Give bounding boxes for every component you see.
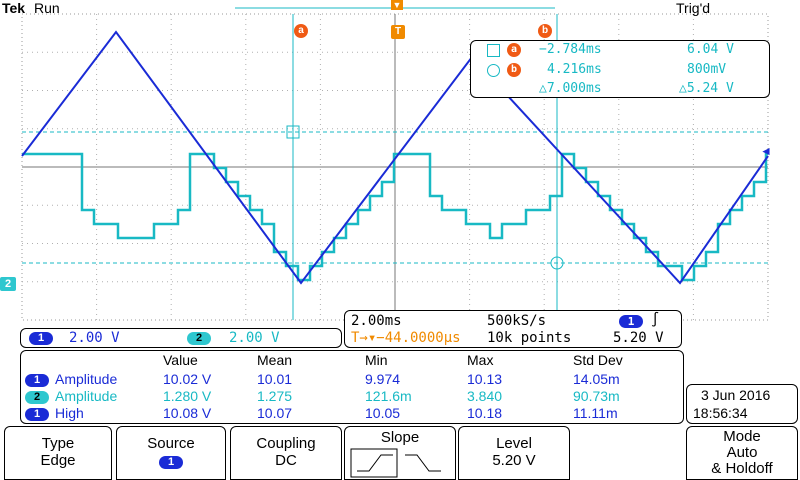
meas-row-min: 121.6m — [365, 388, 412, 404]
cursor-b-marker — [550, 256, 564, 270]
cursor-a-value: 6.04 V — [687, 42, 734, 57]
cursor-a-badge: a — [507, 43, 521, 57]
type-value: Edge — [40, 452, 76, 469]
ch1-scale: 2.00 V — [69, 330, 120, 346]
cursor-readout: a −2.784ms 6.04 V b 4.216ms 800mV △7.000… — [470, 40, 770, 98]
meas-header-std: Std Dev — [573, 352, 623, 368]
timebase-readout: 2.00ms 500kS/s 1 ∫ T→▾−44.0000µs 10k poi… — [344, 310, 682, 348]
cursor-b-badge: b — [507, 63, 521, 77]
meas-row-std: 11.11m — [573, 405, 618, 421]
measurement-row[interactable]: 1 High 10.08 V 10.07 10.05 10.18 11.11m — [21, 405, 681, 423]
meas-row-min: 10.05 — [365, 405, 401, 421]
level-menu-button[interactable]: Level 5.20 V — [458, 426, 570, 480]
measurement-row[interactable]: 2 Amplitude 1.280 V 1.275 121.6m 3.840 9… — [21, 388, 681, 406]
meas-row-value: 10.02 V — [163, 371, 212, 387]
meas-row-mean: 10.01 — [257, 371, 293, 387]
coupling-value: DC — [275, 452, 297, 469]
cursor-delta-time: △7.000ms — [539, 81, 602, 96]
rising-edge-icon — [357, 454, 393, 472]
cursor-a-label: a — [294, 24, 308, 38]
meas-row-name: Amplitude — [55, 388, 118, 404]
channel-scale-bar: 1 2.00 V 2 2.00 V — [20, 328, 342, 348]
meas-row-value: 1.280 V — [163, 388, 212, 404]
ch1-waveform — [21, 30, 769, 285]
meas-row-mean: 10.07 — [257, 405, 293, 421]
level-value: 5.20 V — [492, 452, 536, 469]
source-value-badge: 1 — [159, 456, 183, 469]
horizontal-position: T→▾−44.0000µs — [351, 330, 461, 346]
cursor-a-square-icon — [487, 44, 500, 57]
meas-header-mean: Mean — [257, 352, 293, 368]
ch2-waveform — [22, 152, 768, 282]
cursor-delta-value: △5.24 V — [679, 81, 734, 96]
meas-row-channel-badge: 1 — [25, 408, 49, 421]
falling-edge-icon — [405, 454, 441, 472]
meas-row-channel-badge: 2 — [25, 391, 49, 404]
meas-row-min: 9.974 — [365, 371, 401, 387]
cursor-b-time: 4.216ms — [547, 62, 602, 77]
ch1-badge: 1 — [29, 332, 53, 345]
trigger-level-value: 5.20 V — [613, 330, 664, 346]
cursor-a-time: −2.784ms — [539, 42, 602, 57]
coupling-label: Coupling — [256, 435, 316, 452]
trigger-position-label: T — [391, 25, 405, 39]
run-state: Run — [34, 0, 60, 16]
meas-row-std: 14.05m — [573, 371, 620, 387]
source-menu-button[interactable]: Source 1 — [116, 426, 226, 480]
ch2-ground-marker: 2 — [0, 277, 16, 291]
sample-rate: 500kS/s — [487, 313, 547, 329]
trigger-source-badge: 1 — [619, 315, 643, 328]
measurement-row[interactable]: 1 Amplitude 10.02 V 10.01 9.974 10.13 14… — [21, 371, 681, 389]
meas-row-max: 3.840 — [467, 388, 503, 404]
mode-value: Auto — [726, 444, 758, 461]
meas-header-max: Max — [467, 352, 494, 368]
slope-menu-button[interactable]: Slope — [344, 426, 456, 480]
meas-row-value: 10.08 V — [163, 405, 212, 421]
slope-label: Slope — [380, 429, 420, 446]
datetime-display: 3 Jun 2016 18:56:34 — [686, 384, 798, 424]
mode-holdoff: & Holdoff — [711, 460, 773, 477]
meas-row-channel-badge: 1 — [25, 374, 49, 387]
meas-row-name: High — [55, 405, 84, 421]
type-menu-button[interactable]: Type Edge — [4, 426, 112, 480]
meas-row-name: Amplitude — [55, 371, 118, 387]
meas-row-max: 10.18 — [467, 405, 503, 421]
mode-menu-button[interactable]: Mode Auto & Holdoff — [686, 426, 798, 480]
time-per-div: 2.00ms — [351, 313, 402, 329]
brand-logo: Tek — [2, 0, 26, 16]
level-label: Level — [496, 435, 532, 452]
coupling-menu-button[interactable]: Coupling DC — [230, 426, 342, 480]
record-length: 10k points — [487, 330, 572, 346]
rising-slope-option[interactable] — [350, 448, 398, 478]
cursor-b-circle-icon — [487, 64, 500, 77]
meas-header-min: Min — [365, 352, 388, 368]
source-label: Source — [147, 435, 195, 452]
type-label: Type — [41, 435, 75, 452]
cursor-b-label: b — [538, 24, 552, 38]
cursor-a-marker — [286, 125, 300, 139]
cursor-b-value: 800mV — [687, 62, 727, 77]
mode-label: Mode — [723, 428, 761, 445]
meas-row-mean: 1.275 — [257, 388, 293, 404]
measurement-panel: Value Mean Min Max Std Dev 1 Amplitude 1… — [20, 350, 684, 424]
meas-row-max: 10.13 — [467, 371, 503, 387]
trigger-position-icon: ▼ — [391, 0, 403, 10]
date-text: 3 Jun 2016 — [701, 387, 771, 403]
trigger-slope-icon: ∫ — [651, 312, 660, 328]
meas-row-std: 90.73m — [573, 388, 620, 404]
trigger-level-marker: ◄ — [760, 144, 772, 158]
ch2-scale: 2.00 V — [229, 330, 280, 346]
meas-header-value: Value — [163, 352, 198, 368]
trigger-state: Trig'd — [676, 0, 711, 16]
slope-options — [350, 448, 441, 478]
time-text: 18:56:34 — [693, 405, 748, 421]
ch2-badge: 2 — [187, 332, 211, 345]
